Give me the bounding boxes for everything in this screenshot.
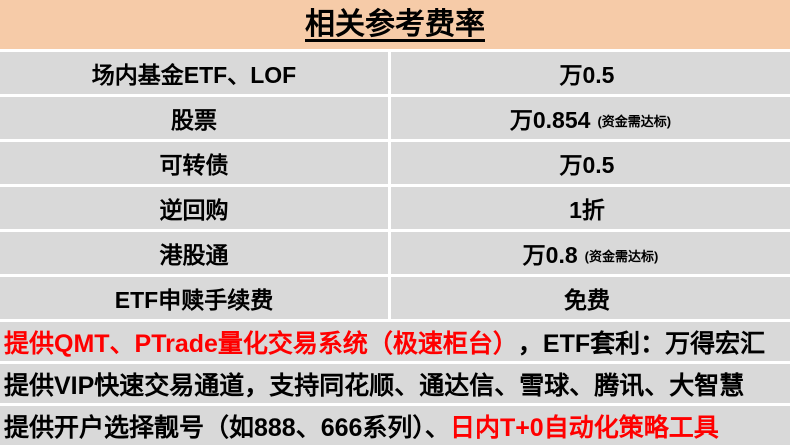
promo-line-qmt: 提供QMT、PTrade量化交易系统（极速柜台） ，ETF套利：万得宏汇: [0, 322, 790, 361]
fee-value: 万0.5: [559, 152, 615, 178]
row-value-etf-subscription: 免费: [391, 277, 790, 319]
row-label-hk-connect: 港股通: [0, 232, 388, 274]
promo-line-account-number: 提供开户选择靓号（如888、666系列）、 日内T+0自动化策略工具: [0, 406, 790, 445]
fee-value: 万0.8: [522, 242, 578, 268]
row-value-reverse-repo: 1折: [391, 187, 790, 229]
row-label-stock: 股票: [0, 97, 388, 139]
row-label-reverse-repo: 逆回购: [0, 187, 388, 229]
promo-section: 提供QMT、PTrade量化交易系统（极速柜台） ，ETF套利：万得宏汇 提供V…: [0, 322, 790, 445]
fee-value: 免费: [564, 287, 610, 313]
fee-value: 1折: [569, 197, 605, 223]
fee-table: 场内基金ETF、LOF 万0.5 股票 万0.854 (资金需达标) 可转债 万…: [0, 52, 790, 319]
promo-text-black: 提供开户选择靓号（如888、666系列）、: [4, 413, 450, 442]
page-title: 相关参考费率: [305, 7, 485, 41]
row-value-etf-lof: 万0.5: [391, 52, 790, 94]
header-bar: 相关参考费率: [0, 0, 790, 49]
fee-note: (资金需达标): [597, 113, 672, 129]
promo-line-vip-channel: 提供VIP快速交易通道，支持同花顺、通达信、雪球、腾讯、大智慧: [0, 364, 790, 403]
fee-note: (资金需达标): [584, 248, 659, 264]
row-label-etf-lof: 场内基金ETF、LOF: [0, 52, 388, 94]
row-value-stock: 万0.854 (资金需达标): [391, 97, 790, 139]
fee-value: 万0.854: [509, 107, 591, 133]
promo-text-black: 提供VIP快速交易通道，支持同花顺、通达信、雪球、腾讯、大智慧: [4, 371, 745, 400]
promo-text-red: 提供QMT、PTrade量化交易系统（极速柜台）: [4, 329, 518, 358]
row-label-convertible-bond: 可转债: [0, 142, 388, 184]
promo-text-black: ，ETF套利：万得宏汇: [517, 329, 766, 358]
fee-value: 万0.5: [559, 62, 615, 88]
promo-text-red: 日内T+0自动化策略工具: [449, 413, 719, 442]
row-value-hk-connect: 万0.8 (资金需达标): [391, 232, 790, 274]
row-value-convertible-bond: 万0.5: [391, 142, 790, 184]
row-label-etf-subscription: ETF申赎手续费: [0, 277, 388, 319]
